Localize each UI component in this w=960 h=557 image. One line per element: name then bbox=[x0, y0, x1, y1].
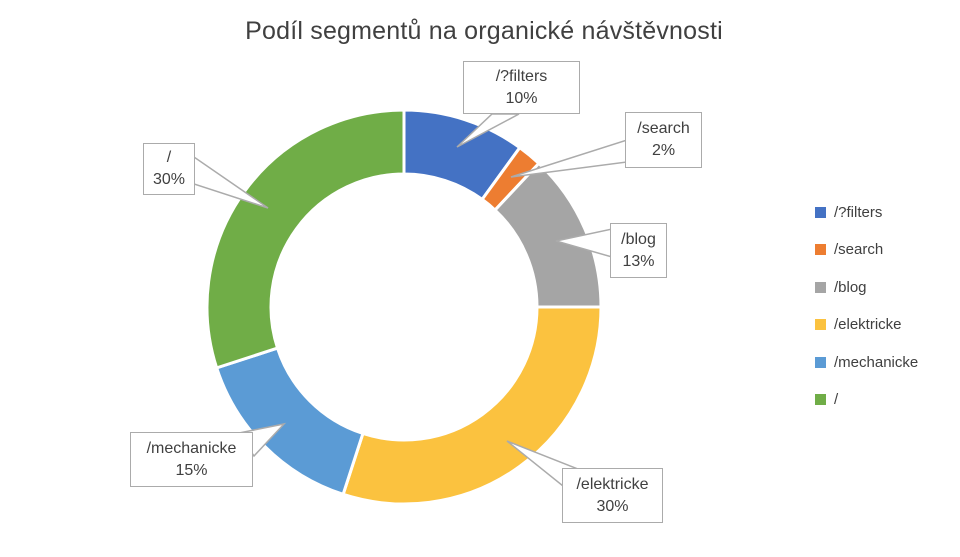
data-label-value: 30% bbox=[596, 497, 629, 515]
data-label-value: 2% bbox=[651, 142, 676, 159]
data-label-filters: /?filters 10% bbox=[463, 61, 580, 114]
callout-tail-filters bbox=[456, 113, 520, 148]
data-label-value: 15% bbox=[175, 461, 208, 479]
data-label-category: /mechanicke bbox=[146, 439, 237, 457]
data-label-category: /?filters bbox=[495, 67, 548, 85]
legend-swatch bbox=[815, 319, 826, 330]
legend-swatch bbox=[815, 281, 826, 293]
legend-label: /?filters bbox=[834, 203, 883, 221]
legend-swatch bbox=[815, 356, 826, 368]
legend-item-filters: /?filters bbox=[815, 201, 918, 223]
legend-label: /search bbox=[834, 241, 884, 258]
legend-item-mechanicke: /mechanicke bbox=[815, 351, 918, 373]
donut-segment bbox=[341, 305, 603, 506]
legend-label: /mechanicke bbox=[834, 353, 919, 371]
data-label-category: /blog bbox=[621, 230, 656, 248]
data-label-mechanicke: /mechanicke 15% bbox=[130, 432, 253, 487]
legend-item-search: /search bbox=[815, 239, 918, 261]
legend-swatch bbox=[815, 206, 826, 218]
data-label-blog: /blog 13% bbox=[610, 223, 667, 278]
legend-item-root: / bbox=[815, 389, 918, 411]
data-label-category: /search bbox=[637, 120, 690, 138]
legend-label: /blog bbox=[834, 278, 867, 296]
legend-item-elektricke: /elektricke bbox=[815, 314, 918, 336]
legend-label: /elektricke bbox=[834, 316, 902, 333]
data-label-category: / bbox=[166, 149, 172, 167]
donut-segments bbox=[205, 108, 603, 506]
data-label-category: /elektricke bbox=[576, 475, 649, 493]
legend: /?filters /search /blog /elektricke /mec… bbox=[815, 201, 918, 426]
data-label-root: / 30% bbox=[143, 143, 195, 195]
data-label-value: 10% bbox=[505, 89, 538, 107]
legend-label: / bbox=[834, 391, 839, 408]
data-label-value: 13% bbox=[622, 252, 655, 270]
data-label-value: 30% bbox=[152, 171, 186, 188]
legend-swatch bbox=[815, 394, 826, 405]
legend-swatch bbox=[815, 244, 826, 255]
chart-title: Podíl segmentů na organické návštěvnosti bbox=[245, 17, 723, 45]
donut-segment bbox=[205, 108, 406, 370]
data-label-search: /search 2% bbox=[625, 112, 702, 168]
data-label-elektricke: /elektricke 30% bbox=[562, 468, 663, 523]
legend-item-blog: /blog bbox=[815, 276, 918, 298]
